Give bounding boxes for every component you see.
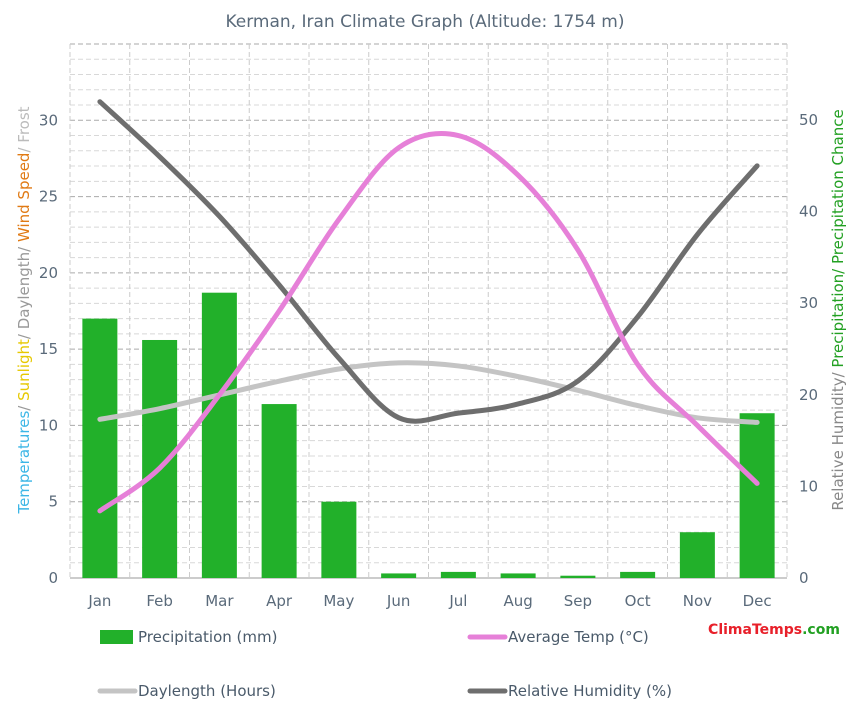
month-label-may: May <box>323 592 354 610</box>
left-axis-ticks: 0 5 10 15 20 25 30 <box>39 111 58 587</box>
left-tick-label: 10 <box>39 416 58 434</box>
month-label-oct: Oct <box>625 592 651 610</box>
axis-title-part: / Frost <box>15 106 33 152</box>
left-tick-label: 25 <box>39 188 58 206</box>
precipitation-bar-mar <box>201 292 237 578</box>
precipitation-bar-jun <box>381 573 417 578</box>
left-tick-label: 5 <box>48 493 58 511</box>
precipitation-bars <box>82 292 775 578</box>
left-tick-label: 30 <box>39 111 58 129</box>
axis-title-part: Relative Humidity/ <box>829 368 847 511</box>
month-label-mar: Mar <box>205 592 234 610</box>
daylength-hours-line <box>97 360 760 425</box>
left-tick-label: 0 <box>48 569 58 587</box>
axis-title-part: Wind Speed <box>15 153 33 243</box>
right-tick-label: 30 <box>799 294 818 312</box>
axis-title-part: Sunlight <box>15 339 33 401</box>
month-label-nov: Nov <box>683 592 712 610</box>
right-tick-label: 40 <box>799 203 818 221</box>
month-label-dec: Dec <box>743 592 772 610</box>
axis-title-part: Temperatures <box>15 411 33 515</box>
legend-label-relative-humidity: Relative Humidity (%) <box>508 682 672 700</box>
relative-humidity-line <box>97 99 760 424</box>
grid-lines <box>69 43 788 579</box>
legend-label-precipitation-mm: Precipitation (mm) <box>138 628 277 646</box>
month-label-jun: Jun <box>386 592 410 610</box>
precipitation-bar-aug <box>500 573 536 578</box>
month-label-feb: Feb <box>146 592 173 610</box>
precipitation-bar-feb <box>142 339 178 578</box>
legend-label-daylength-hours: Daylength (Hours) <box>138 682 276 700</box>
precipitation-bar-dec <box>739 413 775 578</box>
month-label-sep: Sep <box>564 592 592 610</box>
month-label-apr: Apr <box>266 592 293 610</box>
precipitation-bar-oct <box>620 571 656 578</box>
logo-part-temps: Temps <box>752 622 802 638</box>
precipitation-bar-apr <box>261 404 297 578</box>
precipitation-bar-nov <box>679 532 715 578</box>
logo-part-com: .com <box>802 622 840 638</box>
axis-title-part: / Daylength/ <box>15 242 33 339</box>
x-axis-labels: Jan Feb Mar Apr May Jun Jul Aug Sep Oct Nov Dec <box>87 592 771 610</box>
right-tick-label: 10 <box>799 477 818 495</box>
axis-title-part: / <box>15 401 33 411</box>
left-tick-label: 20 <box>39 264 58 282</box>
legend: Precipitation (mm) Average Temp (°C) Dayle… <box>97 628 672 700</box>
left-tick-label: 15 <box>39 340 58 358</box>
average-temp-c-line <box>97 131 760 514</box>
right-tick-label: 50 <box>799 111 818 129</box>
precipitation-bar-jan <box>82 318 118 578</box>
right-axis-title: Relative Humidity/ Precipitation/ Precip… <box>829 109 847 510</box>
axis-title-part: Precipitation/ Precipitation Chance <box>829 109 847 367</box>
series-lines <box>97 99 760 514</box>
chart-title: Kerman, Iran Climate Graph (Altitude: 17… <box>225 12 624 32</box>
legend-label-average-temp-c: Average Temp (°C) <box>508 628 649 646</box>
logo-part-clima: Clima <box>708 622 752 638</box>
month-label-jul: Jul <box>448 592 467 610</box>
right-tick-label: 0 <box>799 569 809 587</box>
left-axis-title: Temperatures/ Sunlight/ Daylength/ Wind … <box>15 106 33 514</box>
precipitation-bar-may <box>321 501 357 578</box>
right-axis-ticks: 0 10 20 30 40 50 <box>799 111 818 587</box>
legend-swatch-precipitation-mm <box>100 630 133 644</box>
precipitation-bar-sep <box>560 575 596 578</box>
climatemps-logo[interactable]: ClimaTemps.com <box>708 622 840 638</box>
precipitation-bar-jul <box>440 571 476 578</box>
month-label-aug: Aug <box>503 592 532 610</box>
month-label-jan: Jan <box>87 592 111 610</box>
right-tick-label: 20 <box>799 386 818 404</box>
